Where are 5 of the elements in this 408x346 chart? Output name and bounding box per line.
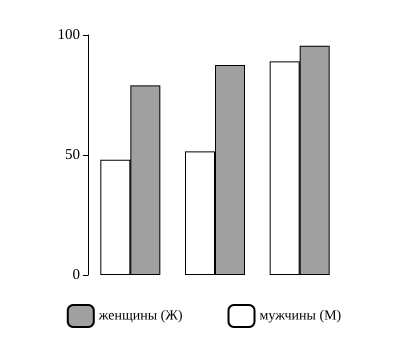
legend-label: мужчины (М) bbox=[260, 308, 342, 324]
y-tick-label: 50 bbox=[65, 147, 80, 163]
y-tick-label: 100 bbox=[58, 27, 80, 43]
y-tick-label: 0 bbox=[72, 267, 80, 283]
legend-label: женщины (Ж) bbox=[98, 308, 183, 324]
